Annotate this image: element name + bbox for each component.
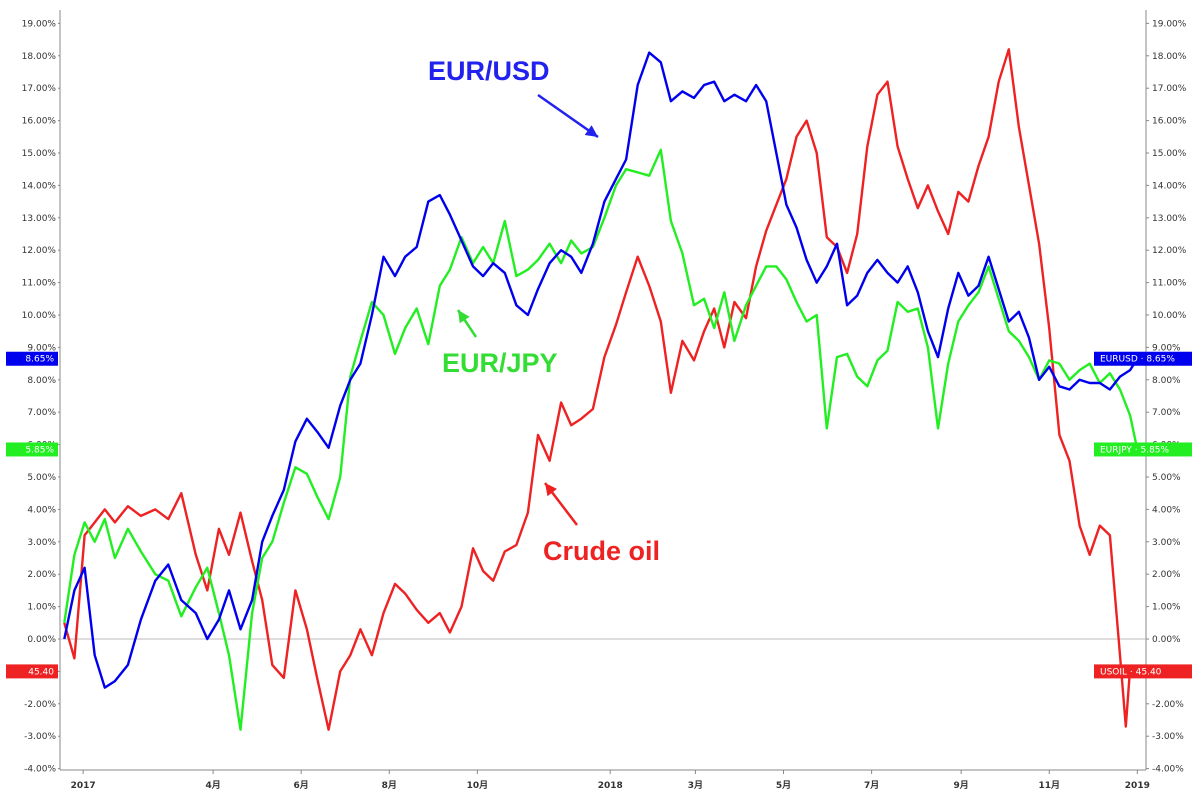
y-tick-label-right: 0.00%: [1152, 635, 1181, 645]
annotation-label-eur-usd: EUR/USD: [428, 56, 550, 86]
x-tick-label: 2018: [598, 781, 623, 791]
y-tick-label-right: 12.00%: [1152, 246, 1187, 256]
last-value-tag-right-eur-usd: [1094, 351, 1192, 366]
y-tick-label-right: 1.00%: [1152, 603, 1181, 613]
y-tick-label-right: -2.00%: [1152, 700, 1184, 710]
y-tick-label-right: -4.00%: [1152, 765, 1184, 775]
last-value-tag-right-text-eur-jpy: EURJPY · 5.85%: [1100, 445, 1170, 455]
y-tick-label-left: 0.00%: [27, 635, 56, 645]
x-tick-label: 5月: [776, 780, 791, 791]
y-tick-label-left: 17.00%: [22, 84, 57, 94]
series-layer: [63, 48, 1139, 731]
x-tick-label: 7月: [864, 780, 879, 791]
y-tick-label-right: 14.00%: [1152, 181, 1187, 191]
last-value-tag-left-eur-usd: [6, 351, 58, 366]
last-value-tag-right-text-crude-oil: USOIL · 45.40: [1100, 667, 1162, 677]
y-tick-label-right: -3.00%: [1152, 732, 1184, 742]
y-tick-label-left: 15.00%: [22, 149, 57, 159]
annotation-layer: EUR/USD EUR/JPY Crude oil: [428, 56, 660, 566]
y-tick-label-right: 17.00%: [1152, 84, 1187, 94]
y-tick-label-right: 15.00%: [1152, 149, 1187, 159]
last-value-tag-right-text-eur-usd: EURUSD · 8.65%: [1100, 355, 1175, 365]
x-tick-label: 2017: [71, 781, 96, 791]
y-tick-label-left: -3.00%: [24, 732, 56, 742]
y-tick-label-left: 19.00%: [22, 19, 57, 29]
last-value-tag-right-crude-oil: [1094, 664, 1192, 679]
y-tick-label-right: 9.00%: [1152, 343, 1181, 353]
y-tick-label-left: 14.00%: [22, 181, 57, 191]
annotation-arrow-eur-usd: [537, 93, 599, 139]
x-tick-label: 11月: [1038, 780, 1060, 791]
x-tick-label: 10月: [467, 780, 489, 791]
y-tick-label-right: 4.00%: [1152, 505, 1181, 515]
x-tick-label: 4月: [205, 780, 220, 791]
y-tick-label-right: 13.00%: [1152, 214, 1187, 224]
last-value-tag-left-eur-jpy: [6, 442, 58, 457]
series-line-eur-jpy: [63, 148, 1139, 731]
last-value-tag-left-text-eur-jpy: 5.85%: [25, 445, 54, 455]
annotation-arrowhead-eur-jpy: [458, 310, 470, 324]
y-tick-label-left: 2.00%: [27, 570, 56, 580]
last-value-tag-left-crude-oil: [6, 664, 58, 679]
annotation-label-crude-oil: Crude oil: [543, 536, 660, 566]
y-tick-label-right: 7.00%: [1152, 408, 1181, 418]
y-tick-label-left: 13.00%: [22, 214, 57, 224]
y-tick-label-left: 18.00%: [22, 52, 57, 62]
x-tick-label: 3月: [688, 780, 703, 791]
annotation-arrowhead-eur-usd: [584, 125, 598, 137]
x-tick-label: 9月: [954, 780, 969, 791]
y-tick-label-left: 4.00%: [27, 505, 56, 515]
y-tick-label-left: 5.00%: [27, 473, 56, 483]
tag-layer: 8.65% EURUSD · 8.65% 5.85% EURJPY · 5.85% 45…: [6, 351, 1192, 679]
annotation-label-eur-jpy: EUR/JPY: [442, 348, 558, 378]
y-tick-label-right: 3.00%: [1152, 538, 1181, 548]
y-tick-label-left: 12.00%: [22, 246, 57, 256]
y-tick-label-right: 2.00%: [1152, 570, 1181, 580]
y-tick-label-right: 5.00%: [1152, 473, 1181, 483]
x-tick-label: 2019: [1125, 781, 1150, 791]
y-tick-label-left: 1.00%: [27, 603, 56, 613]
x-tick-label: 6月: [294, 780, 309, 791]
series-line-eur-usd: [63, 51, 1139, 689]
y-tick-label-right: 10.00%: [1152, 311, 1187, 321]
y-tick-label-right: 19.00%: [1152, 19, 1187, 29]
last-value-tag-left-text-crude-oil: 45.40: [28, 667, 54, 677]
last-value-tag-left-text-eur-usd: 8.65%: [25, 355, 54, 365]
series-line-crude-oil: [63, 48, 1138, 731]
y-tick-label-right: 18.00%: [1152, 52, 1187, 62]
y-tick-label-right: 16.00%: [1152, 117, 1187, 127]
y-tick-label-left: 16.00%: [22, 117, 57, 127]
y-tick-label-right: 11.00%: [1152, 279, 1187, 289]
y-tick-label-left: 7.00%: [27, 408, 56, 418]
x-tick-label: 8月: [382, 780, 397, 791]
y-tick-label-left: -2.00%: [24, 700, 56, 710]
last-value-tag-right-eur-jpy: [1094, 442, 1192, 457]
y-tick-label-left: 10.00%: [22, 311, 57, 321]
y-tick-label-left: 9.00%: [27, 343, 56, 353]
y-tick-label-right: 8.00%: [1152, 376, 1181, 386]
annotation-arrowhead-crude-oil: [545, 483, 557, 497]
y-tick-label-left: 8.00%: [27, 376, 56, 386]
y-tick-label-left: 11.00%: [22, 279, 57, 289]
y-tick-label-left: 3.00%: [27, 538, 56, 548]
y-tick-label-left: -4.00%: [24, 765, 56, 775]
